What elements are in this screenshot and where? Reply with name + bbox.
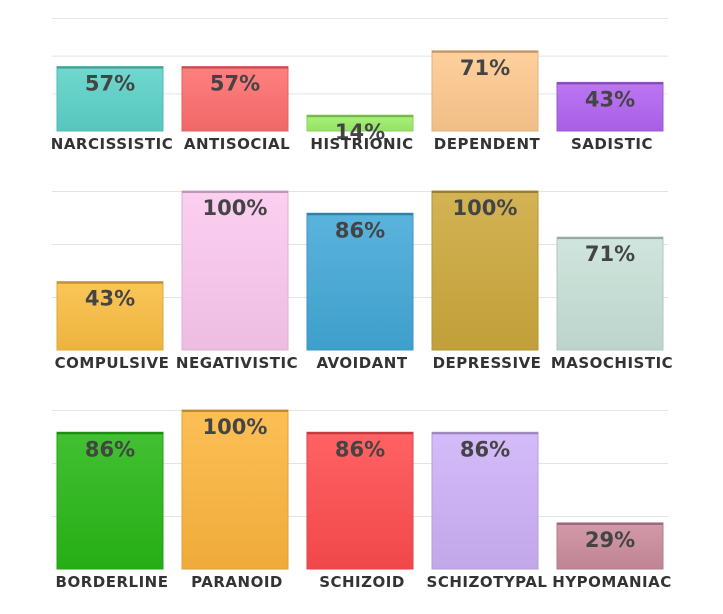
bar-top-edge [557,237,663,240]
category-label: SCHIZOTYPAL [427,573,548,591]
category-label: PARANOID [191,573,283,591]
bar-group-compulsive: 43% COMPULSIVE [55,281,170,372]
bar-value-label: 86% [335,437,385,461]
bar-group-hypomaniac: 29% HYPOMANIAC [552,522,671,591]
bar-top-edge [182,410,288,412]
bar-group-avoidant: 86% AVOIDANT [306,212,414,372]
category-label: AVOIDANT [316,354,407,372]
bar-hypomaniac [556,522,664,570]
category-label: HISTRIONIC [310,135,413,153]
bar-value-label: 71% [460,56,510,80]
bar-depressive [431,190,539,351]
bar-top-edge [307,115,413,118]
bar-top-edge [57,281,163,284]
bar-narcissistic [56,66,164,132]
bar-sadistic [556,81,664,132]
category-label: DEPENDENT [434,135,541,153]
bar-top-edge [182,66,288,69]
bar-top-edge [57,432,163,435]
bar-value-label: 43% [85,287,135,311]
bar-value-label: 86% [85,437,135,461]
bar-group-antisocial: 57% ANTISOCIAL [181,66,290,153]
bar-avoidant [306,212,414,351]
category-label: NEGATIVISTIC [176,354,298,372]
bar-paranoid [181,409,289,570]
bar-group-paranoid: 100% PARANOID [181,409,289,591]
bar-top-edge [57,66,163,69]
category-label: SADISTIC [571,135,653,153]
bar-top-edge [182,191,288,193]
bar-top-edge [557,522,663,525]
bar-group-negativistic: 100% NEGATIVISTIC [176,190,298,372]
bar-compulsive [56,281,164,351]
bar-group-histrionic: 14%HISTRIONIC [306,114,414,153]
bar-group-dependent: 71% DEPENDENT [431,50,541,153]
category-label: BORDERLINE [56,573,169,591]
bar-top-edge [307,432,413,435]
bar-schizotypal [431,431,539,570]
bar-top-edge [557,82,663,85]
bar-value-label: 100% [203,415,268,439]
chart-panel-3: 86% BORDERLINE 100% PARANOID 86% SCHIZOID 86% S… [52,409,671,591]
category-label: NARCISSISTIC [51,135,173,153]
category-label: HYPOMANIAC [552,573,671,591]
bar-borderline [56,431,164,570]
bar-top-edge [432,432,538,435]
bar-value-label: 86% [335,218,385,242]
bar-value-label: 29% [585,528,635,552]
chart-panel-2: 43% COMPULSIVE 100% NEGATIVISTIC 86% AVOIDANT… [52,190,673,372]
bar-value-label: 43% [585,87,635,111]
bar-group-narcissistic: 57% NARCISSISTIC [51,66,173,153]
bar-value-label: 100% [453,196,518,220]
bar-negativistic [181,190,289,351]
category-label: MASOCHISTIC [551,354,673,372]
bar-group-schizoid: 86% SCHIZOID [306,431,414,591]
bar-schizoid [306,431,414,570]
bar-value-label: 57% [210,72,260,96]
category-label: ANTISOCIAL [184,135,290,153]
bar-value-label: 86% [460,437,510,461]
chart-panel-1: 57% NARCISSISTIC 57% ANTISOCIAL 14%HISTRIONI… [51,18,668,153]
category-label: SCHIZOID [319,573,405,591]
bar-value-label: 100% [203,196,268,220]
bar-dependent [431,50,539,132]
bar-top-edge [432,50,538,53]
bar-group-masochistic: 71% MASOCHISTIC [551,236,673,372]
bar-group-sadistic: 43% SADISTIC [556,81,664,153]
bar-top-edge [432,191,538,193]
bar-value-label: 71% [585,242,635,266]
bar-value-label: 57% [85,72,135,96]
bar-group-schizotypal: 86% SCHIZOTYPAL [427,431,548,591]
bar-top-edge [307,213,413,216]
category-label: DEPRESSIVE [433,354,542,372]
bar-group-depressive: 100% DEPRESSIVE [431,190,542,372]
bar-group-borderline: 86% BORDERLINE [56,431,169,591]
category-label: COMPULSIVE [55,354,170,372]
bar-value-label: 14% [335,120,385,144]
